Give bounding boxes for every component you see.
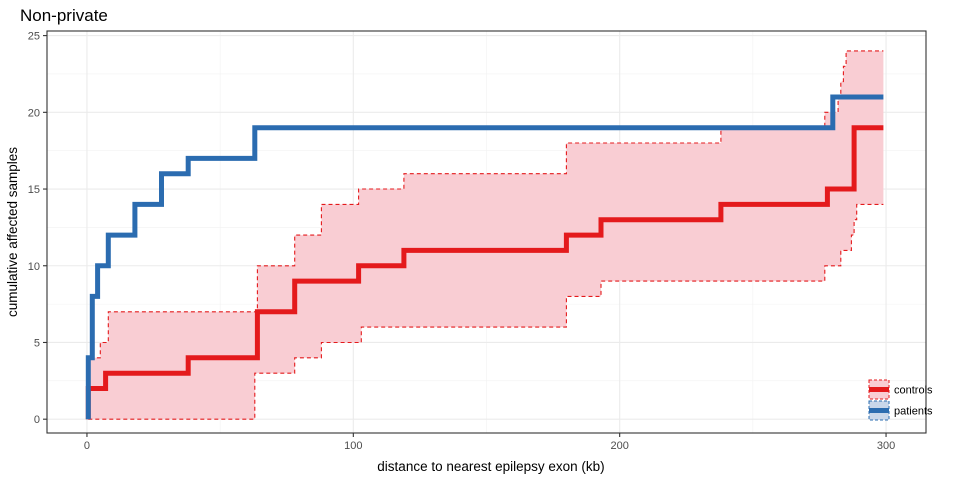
- y-tick-label: 10: [28, 261, 40, 273]
- legend-item-controls: controls: [868, 379, 933, 400]
- legend: controls patients: [868, 379, 933, 421]
- controls-series-line: [85, 125, 884, 420]
- legend-label-controls: controls: [894, 385, 933, 397]
- x-tick-label: 0: [84, 440, 90, 452]
- x-axis-label: distance to nearest epilepsy exon (kb): [377, 459, 604, 474]
- controls-confidence-band: [88, 50, 884, 420]
- plot-layer: 0 100 200 300 0 5 10 15 20 25 controls patients: [28, 30, 933, 452]
- y-tick-label: 5: [34, 337, 40, 349]
- controls-band-upper-line: [87, 50, 884, 420]
- x-tick-label: 300: [877, 440, 895, 452]
- x-tick-label: 200: [611, 440, 629, 452]
- y-tick-label: 20: [28, 107, 40, 119]
- plot-panel-border: [46, 30, 927, 434]
- legend-label-patients: patients: [894, 406, 933, 418]
- x-tick-label: 100: [344, 440, 362, 452]
- controls-band-lower-line: [88, 203, 884, 420]
- y-tick-label: 25: [28, 31, 40, 43]
- patients-series-line: [85, 94, 884, 420]
- legend-item-patients: patients: [868, 400, 933, 421]
- y-axis-label: cumulative affected samples: [5, 147, 20, 317]
- chart-title: Non-private: [20, 6, 108, 25]
- y-tick-label: 0: [34, 414, 40, 426]
- y-tick-label: 15: [28, 184, 40, 196]
